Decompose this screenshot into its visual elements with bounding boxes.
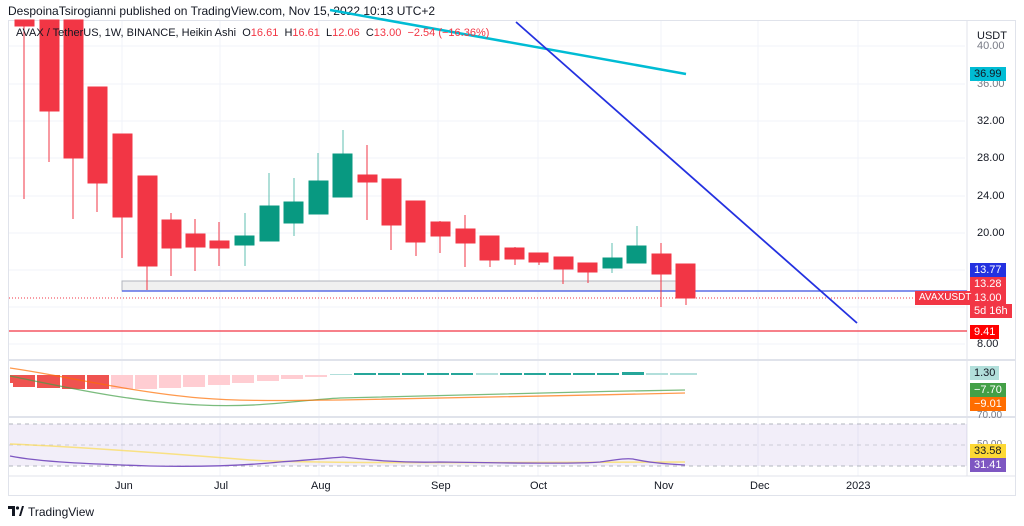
currency-label: USDT: [977, 30, 1007, 42]
support-zone[interactable]: [121, 280, 683, 292]
symbol-title: AVAX / TetherUS, 1W, BINANCE, Heikin Ash…: [16, 27, 237, 39]
footer: TradingView: [8, 505, 94, 519]
last-price-tag: 13.00: [970, 291, 1006, 305]
tick-24: 24.00: [977, 190, 1005, 202]
publisher-line: DespoinaTsirogianni published on Trading…: [8, 4, 436, 18]
rsi-tick-70: 70.00: [977, 410, 1003, 421]
tick-36: 36.00: [977, 78, 1005, 90]
tick-28: 28.00: [977, 152, 1005, 164]
time-label-nov: Nov: [654, 480, 674, 492]
change-value: −2.54 (−16.36%): [407, 27, 490, 39]
candles: [14, 19, 696, 307]
macd-histogram-tag: 1.30: [970, 366, 1000, 380]
cyan-line-price-tag: 36.99: [970, 67, 1006, 81]
blue-line-price-tag: 13.77: [970, 263, 1006, 277]
blue-descending-trendline: [515, 21, 858, 324]
tick-20: 20.00: [977, 227, 1005, 239]
signal-line: [9, 367, 686, 402]
open-value: 16.61: [250, 27, 279, 39]
rsi-line: [9, 455, 686, 468]
symbol-legend: AVAX / TetherUS, 1W, BINANCE, Heikin Ash…: [16, 27, 490, 39]
time-label-aug: Aug: [311, 480, 331, 492]
time-label-oct: Oct: [530, 480, 548, 492]
prev-close-tag: 13.28: [970, 277, 1006, 291]
bar-countdown-tag: 5d 16h: [970, 304, 1012, 318]
rsi-ma-tag: 33.58: [970, 444, 1006, 458]
red-line-price-tag: 9.41: [970, 325, 1000, 339]
time-label-sep: Sep: [431, 480, 451, 492]
rsi-band: [9, 424, 967, 466]
symbol-price-tag: AVAXUSDT: [915, 291, 976, 305]
macd-line-tag: −7.70: [970, 383, 1006, 397]
cyan-trendline: [329, 8, 687, 76]
tick-8: 8.00: [977, 338, 999, 350]
close-value: 13.00: [373, 27, 402, 39]
time-label-jun: Jun: [115, 480, 133, 492]
tick-32: 32.00: [977, 115, 1005, 127]
tick-40: 40.00: [977, 40, 1005, 52]
macd-histogram: [10, 372, 697, 389]
time-label-jul: Jul: [214, 480, 229, 492]
signal-line-tag: −9.01: [970, 397, 1006, 411]
rsi-tag: 31.41: [970, 458, 1006, 472]
brand-name: TradingView: [28, 505, 95, 519]
tradingview-logo-icon: [8, 505, 24, 519]
time-label-2023: 2023: [846, 480, 871, 492]
chart-frame: [8, 20, 1016, 496]
high-value: 16.61: [292, 27, 320, 39]
low-value: 12.06: [332, 27, 360, 39]
time-label-dec: Dec: [750, 480, 770, 492]
